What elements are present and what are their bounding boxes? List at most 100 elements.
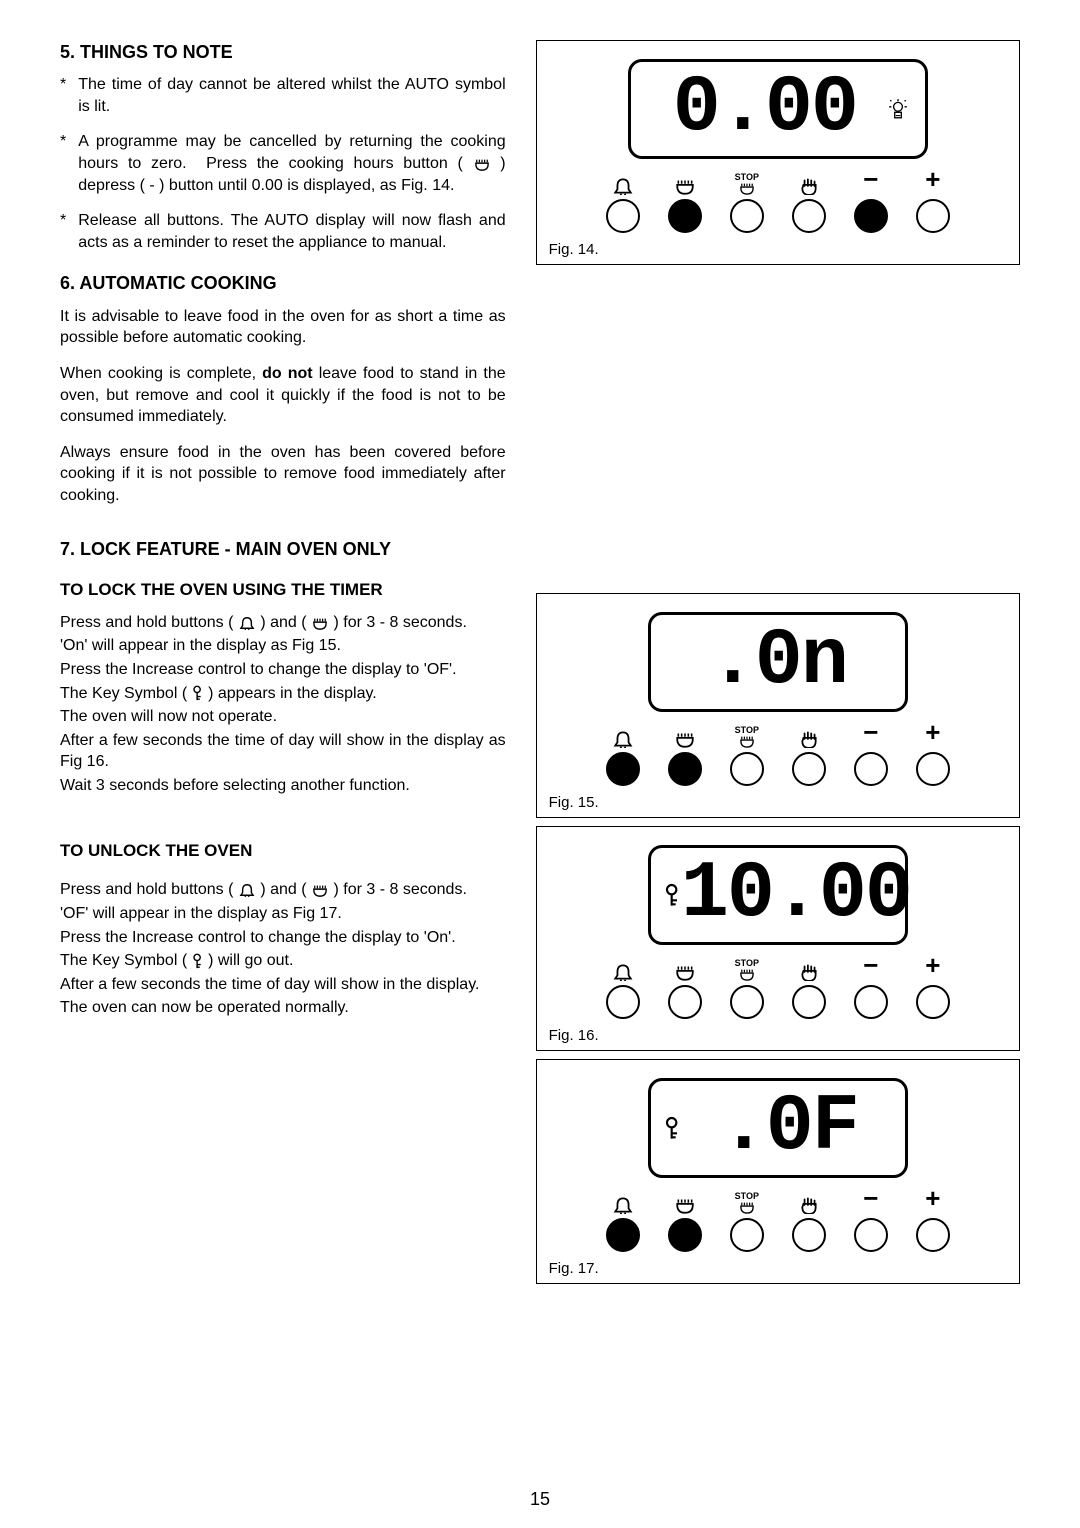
auto-icon (885, 98, 911, 120)
pot-icon (737, 181, 757, 195)
bullet-item: * A programme may be cancelled by return… (60, 131, 506, 196)
text-column: 5. THINGS TO NOTE * The time of day cann… (60, 40, 506, 1292)
figure-box: 0.00 STOP − + Fig. 14. (536, 40, 1020, 265)
figure-label: Fig. 14. (549, 241, 1007, 258)
plus-icon: + (916, 1192, 950, 1214)
button-circle (730, 1218, 764, 1252)
button-circle (792, 199, 826, 233)
lcd-display: 0.00 (645, 69, 885, 149)
button-circle (792, 985, 826, 1019)
minus-icon: − (854, 173, 888, 195)
button-circle (916, 985, 950, 1019)
figure-label: Fig. 16. (549, 1027, 1007, 1044)
lcd-frame: 0.00 (628, 59, 928, 159)
pot-icon (737, 1200, 757, 1214)
button-circle (668, 752, 702, 786)
key-icon (665, 1114, 687, 1142)
figure-column: 0.00 STOP − + Fig. 14. .0n STOP (536, 40, 1020, 1292)
stop-icon: STOP (730, 173, 764, 195)
unlock-heading: TO UNLOCK THE OVEN (60, 840, 506, 863)
stop-icon: STOP (730, 726, 764, 748)
paragraph: Press and hold buttons ( ) and ( ) for 3… (60, 612, 506, 634)
line: The oven can now be operated normally. (60, 997, 506, 1019)
lock-heading: TO LOCK THE OVEN USING THE TIMER (60, 579, 506, 602)
bell-icon (613, 730, 633, 748)
line: The oven will now not operate. (60, 706, 506, 728)
pot-icon (737, 967, 757, 981)
key-icon (665, 1114, 681, 1142)
line: After a few seconds the time of day will… (60, 730, 506, 773)
button-circle (668, 985, 702, 1019)
text: ) will go out. (208, 952, 293, 969)
auto-icon (887, 98, 909, 120)
bell-icon (613, 177, 633, 195)
button-circle (916, 752, 950, 786)
icon-row: STOP − + (549, 726, 1007, 748)
section7-heading: 7. LOCK FEATURE - MAIN OVEN ONLY (60, 537, 506, 561)
bullet-text: The time of day cannot be altered whilst… (78, 74, 505, 117)
line: Wait 3 seconds before selecting another … (60, 775, 506, 797)
key-icon (192, 685, 204, 701)
hand-icon (799, 1196, 819, 1214)
pot-icon (473, 157, 491, 171)
pot-icon (675, 730, 695, 748)
lcd-display: .0n (665, 622, 891, 702)
pot-icon (675, 177, 695, 195)
section6-heading: 6. AUTOMATIC COOKING (60, 271, 506, 295)
text: When cooking is complete, (60, 365, 262, 382)
button-circle (916, 199, 950, 233)
bullet-text: Release all buttons. The AUTO display wi… (78, 210, 505, 253)
stop-label: STOP (735, 726, 759, 734)
button-circle (916, 1218, 950, 1252)
plus-icon: + (916, 173, 950, 195)
line: Press the Increase control to change the… (60, 659, 506, 681)
button-circle (854, 1218, 888, 1252)
stop-icon: STOP (730, 1192, 764, 1214)
lcd-display: 10.00 (681, 855, 911, 935)
text: ) appears in the display. (208, 685, 377, 702)
text: Press and hold buttons ( (60, 881, 233, 898)
line: 'On' will appear in the display as Fig 1… (60, 635, 506, 657)
pot-icon (311, 616, 329, 630)
button-circle (668, 1218, 702, 1252)
pot-icon (311, 883, 329, 897)
bullet-star: * (60, 74, 66, 117)
bullet-item: * The time of day cannot be altered whil… (60, 74, 506, 117)
icon-row: STOP − + (549, 173, 1007, 195)
figure-box: .0F STOP − + Fig. 17. (536, 1059, 1020, 1284)
button-circle (854, 985, 888, 1019)
section5-heading: 5. THINGS TO NOTE (60, 40, 506, 64)
figure-box: .0n STOP − + Fig. 15. (536, 593, 1020, 818)
plus-icon: + (916, 959, 950, 981)
line: After a few seconds the time of day will… (60, 974, 506, 996)
button-circle (854, 199, 888, 233)
hand-icon (799, 177, 819, 195)
button-circle (792, 752, 826, 786)
lcd-frame: 10.00 (648, 845, 908, 945)
pot-icon (675, 963, 695, 981)
line: The Key Symbol ( ) will go out. (60, 950, 506, 972)
hand-icon (799, 963, 819, 981)
line: 'OF' will appear in the display as Fig 1… (60, 903, 506, 925)
paragraph: Always ensure food in the oven has been … (60, 442, 506, 507)
line: Press the Increase control to change the… (60, 927, 506, 949)
button-circle (730, 752, 764, 786)
figure-box: 10.00 STOP − + Fig. 16. (536, 826, 1020, 1051)
text: Press and hold buttons ( (60, 614, 233, 631)
key-icon (665, 881, 681, 909)
bullet-text: A programme may be cancelled by returnin… (78, 131, 505, 196)
key-icon (192, 953, 204, 969)
text: ) for 3 - 8 seconds. (334, 881, 467, 898)
button-circle (606, 752, 640, 786)
key-icon (665, 881, 681, 909)
text: ) for 3 - 8 seconds. (334, 614, 467, 631)
minus-icon: − (854, 726, 888, 748)
button-circle (730, 199, 764, 233)
button-circle (730, 985, 764, 1019)
button-circle (606, 985, 640, 1019)
stop-label: STOP (735, 1192, 759, 1200)
bell-icon (613, 1196, 633, 1214)
text: The Key Symbol ( (60, 685, 192, 702)
line: The Key Symbol ( ) appears in the displa… (60, 683, 506, 705)
pot-icon (675, 1196, 695, 1214)
